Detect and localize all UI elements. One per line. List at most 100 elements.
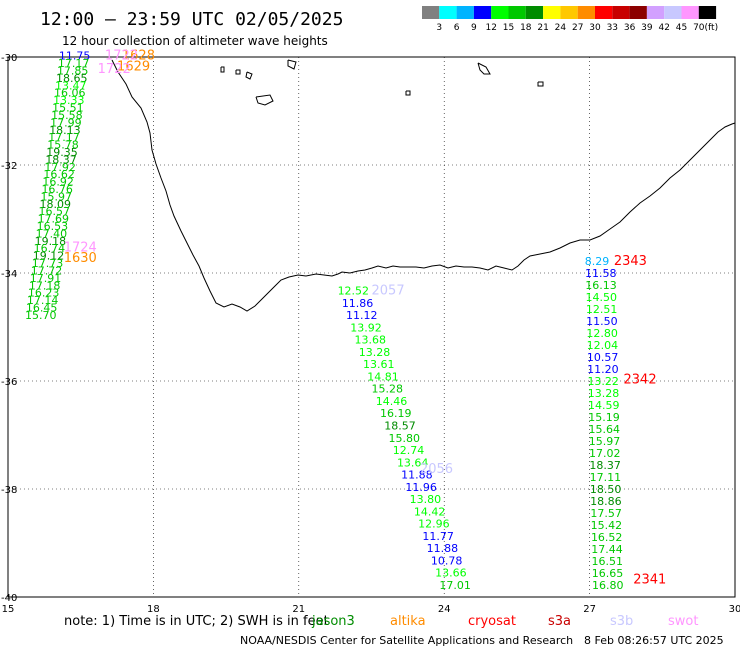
wave-height-value: 13.64 (397, 456, 429, 469)
lat-tick-label: -34 (1, 269, 17, 280)
lat-tick-label: -32 (1, 161, 17, 172)
legend-label: 39 (641, 23, 653, 33)
island-5 (287, 59, 297, 70)
wave-height-value: 17.01 (439, 579, 471, 592)
wave-height-value: 17.91 (30, 272, 61, 285)
island-3 (245, 71, 253, 80)
page-title: 12:00 – 23:59 UTC 02/05/2025 (40, 9, 343, 30)
legend-label: 6 (454, 23, 460, 33)
legend-swatch (612, 6, 630, 19)
lon-tick-label: 24 (438, 604, 451, 615)
wave-height-value: 18.57 (384, 419, 416, 432)
wave-height-value: 14.59 (588, 399, 620, 412)
wave-height-value: 17.57 (590, 507, 622, 520)
lon-tick-label: 30 (729, 604, 740, 615)
legend-swatch (629, 6, 647, 19)
satellite-label-s3a: s3a (548, 614, 571, 629)
wave-height-value: 11.50 (586, 315, 618, 328)
legend-swatch (543, 6, 561, 19)
lon-tick-label: 27 (583, 604, 596, 615)
wave-height-value: 13.47 (55, 79, 87, 92)
wave-height-value: 13.61 (363, 358, 395, 371)
wave-height-value: 15.64 (589, 423, 621, 436)
pass-time-label: 2341 (633, 573, 666, 588)
legend-swatch (422, 6, 440, 19)
wave-height-value: 12.80 (586, 327, 618, 340)
wave-height-value: 13.28 (588, 387, 620, 400)
island-2 (235, 69, 241, 75)
wave-height-value: 15.51 (52, 102, 84, 115)
island-6 (405, 90, 411, 96)
legend-unit: (ft) (705, 23, 719, 33)
legend-label: 45 (676, 23, 687, 33)
wave-height-value: 13.22 (587, 375, 619, 388)
wave-height-value: 11.20 (587, 363, 619, 376)
wave-height-value: 17.85 (57, 65, 89, 78)
wave-height-value: 11.96 (405, 481, 437, 494)
legend-label: 18 (520, 23, 532, 33)
wave-height-value: 12.74 (393, 444, 425, 457)
pass-time-label: 2056 (420, 462, 453, 477)
legend-swatch (577, 6, 595, 19)
pass-time-label: 1722 (98, 62, 131, 77)
legend-label: 24 (555, 23, 567, 33)
wave-height-value: 18.37 (589, 459, 621, 472)
wave-height-value: 16.06 (54, 87, 86, 100)
lat-tick-label: -38 (1, 485, 17, 496)
map-grid: 15 18 21 24 27 30 -30 -32 -34 -36 -38 -40 (1, 53, 740, 615)
wave-height-value: 16.53 (37, 220, 69, 233)
pass-time-label: 1722 (105, 49, 138, 64)
wave-height-value: 15.28 (372, 383, 404, 396)
satellite-label-altika: altika (390, 614, 426, 629)
wave-height-value: 13.92 (350, 321, 382, 334)
wave-height-value: 12.96 (418, 518, 450, 531)
legend-swatch (525, 6, 544, 19)
map-frame (7, 56, 736, 598)
island-1 (220, 66, 225, 73)
wave-height-value: 11.88 (427, 542, 459, 555)
wave-height-value: 11.75 (59, 50, 91, 63)
wave-height-value: 13.80 (410, 493, 442, 506)
wave-height-value: 17.14 (27, 294, 59, 307)
wave-height-value: 13.33 (53, 94, 85, 107)
wave-height-value: 15.80 (388, 432, 420, 445)
satellite-label-s3b: s3b (610, 614, 633, 629)
wave-height-value: 17.18 (29, 279, 61, 292)
wave-height-value: 18.37 (45, 153, 77, 166)
satellite-label-cryosat: cryosat (468, 614, 516, 629)
note-text: note: 1) Time is in UTC; 2) SWH is in fe… (64, 614, 329, 629)
wave-height-value: 8.29 (585, 255, 610, 268)
legend-swatch (456, 6, 474, 19)
wave-height-value: 16.92 (42, 176, 73, 189)
wave-height-value: 17.17 (48, 131, 80, 144)
wave-height-value: 18.86 (590, 495, 622, 508)
pass-time-label: 2057 (372, 284, 405, 299)
legend-label: 3 (436, 23, 442, 33)
lat-tick-label: -40 (1, 593, 17, 604)
wave-height-value: 15.19 (588, 411, 620, 424)
legend-label: 15 (503, 23, 514, 33)
wave-height-value: 17.92 (44, 161, 76, 174)
coastline (111, 59, 736, 312)
wave-height-value: 18.50 (590, 483, 622, 496)
wave-height-value: 16.23 (28, 287, 60, 300)
wave-height-value: 19.18 (35, 235, 66, 248)
wave-height-value: 15.78 (47, 139, 78, 152)
wave-height-value: 17.99 (50, 116, 82, 129)
wave-height-value: 16.62 (43, 168, 74, 181)
legend-swatch (698, 6, 717, 19)
wave-height-value: 10.57 (587, 351, 619, 364)
island-7 (477, 62, 491, 75)
wave-height-value: 16.76 (41, 183, 73, 196)
wave-height-value: 17.72 (31, 264, 63, 277)
page-subtitle: 12 hour collection of altimeter wave hei… (62, 34, 328, 48)
wave-height-value: 15.42 (591, 519, 623, 532)
wave-height-value: 11.77 (422, 530, 454, 543)
wave-height-value: 17.02 (589, 447, 621, 460)
pass-time-label: 2342 (624, 373, 657, 388)
wave-height-value: 16.51 (591, 555, 623, 568)
wave-height-value: 15.70 (25, 309, 57, 322)
lon-tick-label: 21 (292, 604, 305, 615)
wave-height-value: 16.57 (39, 205, 70, 218)
